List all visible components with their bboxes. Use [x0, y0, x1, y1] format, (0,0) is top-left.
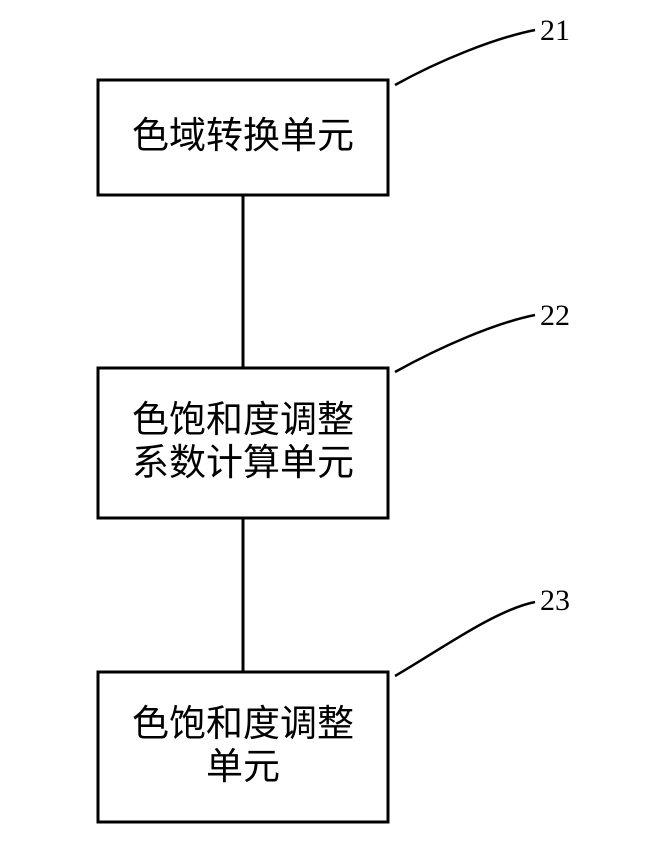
flow-diagram: 色域转换单元 21 色饱和度调整系数计算单元 22 色饱和度调整单元 23	[0, 0, 653, 861]
node-label: 21	[540, 14, 570, 47]
node-n2: 色饱和度调整系数计算单元 22	[98, 299, 570, 518]
node-label: 22	[540, 299, 570, 332]
leader-line	[395, 30, 535, 85]
node-text-line: 单元	[206, 747, 280, 788]
node-text-line: 色饱和度调整	[132, 703, 354, 745]
node-text-line: 系数计算单元	[132, 442, 354, 484]
node-n1: 色域转换单元 21	[98, 14, 570, 195]
leader-line	[395, 602, 535, 676]
node-label: 23	[540, 584, 570, 617]
node-text-line: 色域转换单元	[132, 115, 354, 157]
leader-line	[395, 315, 535, 372]
node-text-line: 色饱和度调整	[132, 399, 354, 441]
node-n3: 色饱和度调整单元 23	[98, 584, 570, 822]
